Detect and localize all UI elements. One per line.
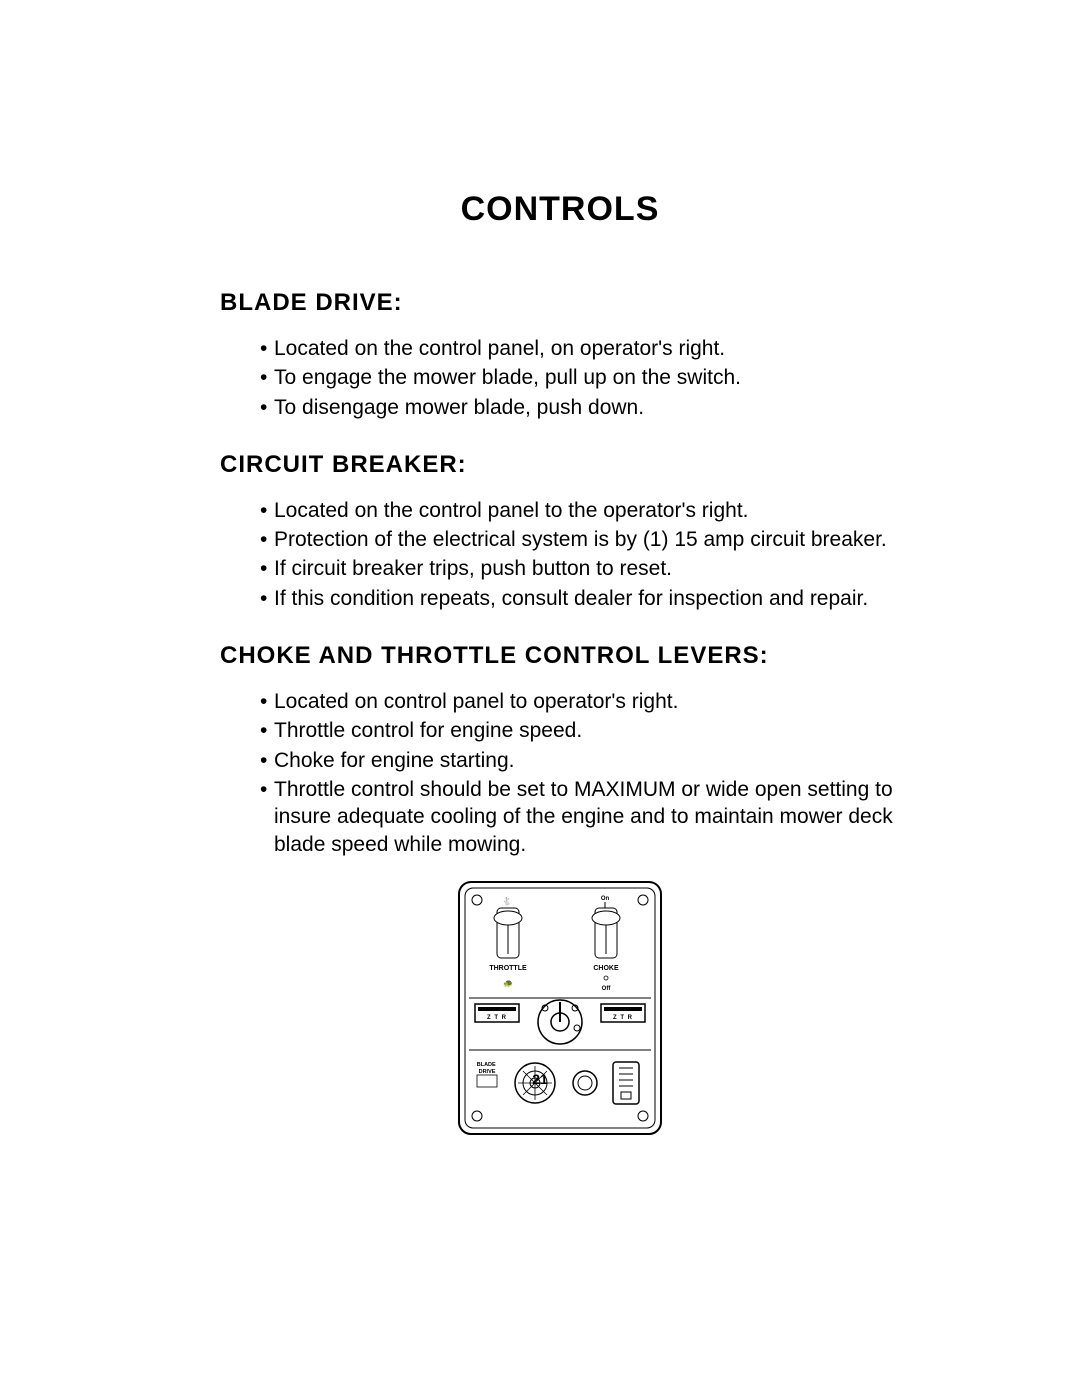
bullet-list: Located on the control panel, on operato…: [220, 335, 900, 421]
throttle-label: THROTTLE: [489, 965, 527, 972]
svg-text:Z T R: Z T R: [487, 1015, 507, 1021]
page-number: 21: [0, 1071, 1080, 1087]
rabbit-icon: 🐇: [502, 896, 512, 906]
section-heading-choke-throttle: CHOKE AND THROTTLE CONTROL LEVERS:: [220, 642, 900, 670]
bullet-item: Throttle control should be set to MAXIMU…: [260, 776, 900, 858]
control-panel-diagram: 🐇 THROTTLE 🐢 On CHOKE Off: [220, 878, 900, 1143]
on-label: On: [601, 896, 610, 902]
off-label: Off: [602, 986, 612, 992]
svg-text:Z T R: Z T R: [613, 1015, 633, 1021]
turtle-icon: 🐢: [503, 979, 513, 988]
manual-page: CONTROLS BLADE DRIVE: Located on the con…: [0, 0, 1080, 1397]
bullet-list: Located on the control panel to the oper…: [220, 497, 900, 612]
bullet-item: To engage the mower blade, pull up on th…: [260, 364, 900, 391]
section-heading-blade-drive: BLADE DRIVE:: [220, 289, 900, 317]
section-heading-circuit-breaker: CIRCUIT BREAKER:: [220, 451, 900, 479]
page-title: CONTROLS: [220, 190, 900, 229]
bullet-item: To disengage mower blade, push down.: [260, 394, 900, 421]
bullet-item: Located on control panel to operator's r…: [260, 688, 900, 715]
bullet-item: If this condition repeats, consult deale…: [260, 585, 900, 612]
choke-label: CHOKE: [593, 965, 619, 972]
bullet-item: Located on the control panel to the oper…: [260, 497, 900, 524]
control-panel-icon: 🐇 THROTTLE 🐢 On CHOKE Off: [455, 878, 665, 1138]
bullet-item: If circuit breaker trips, push button to…: [260, 555, 900, 582]
bullet-item: Choke for engine starting.: [260, 747, 900, 774]
bullet-item: Throttle control for engine speed.: [260, 717, 900, 744]
bullet-list: Located on control panel to operator's r…: [220, 688, 900, 858]
bullet-item: Protection of the electrical system is b…: [260, 526, 900, 553]
bullet-item: Located on the control panel, on operato…: [260, 335, 900, 362]
